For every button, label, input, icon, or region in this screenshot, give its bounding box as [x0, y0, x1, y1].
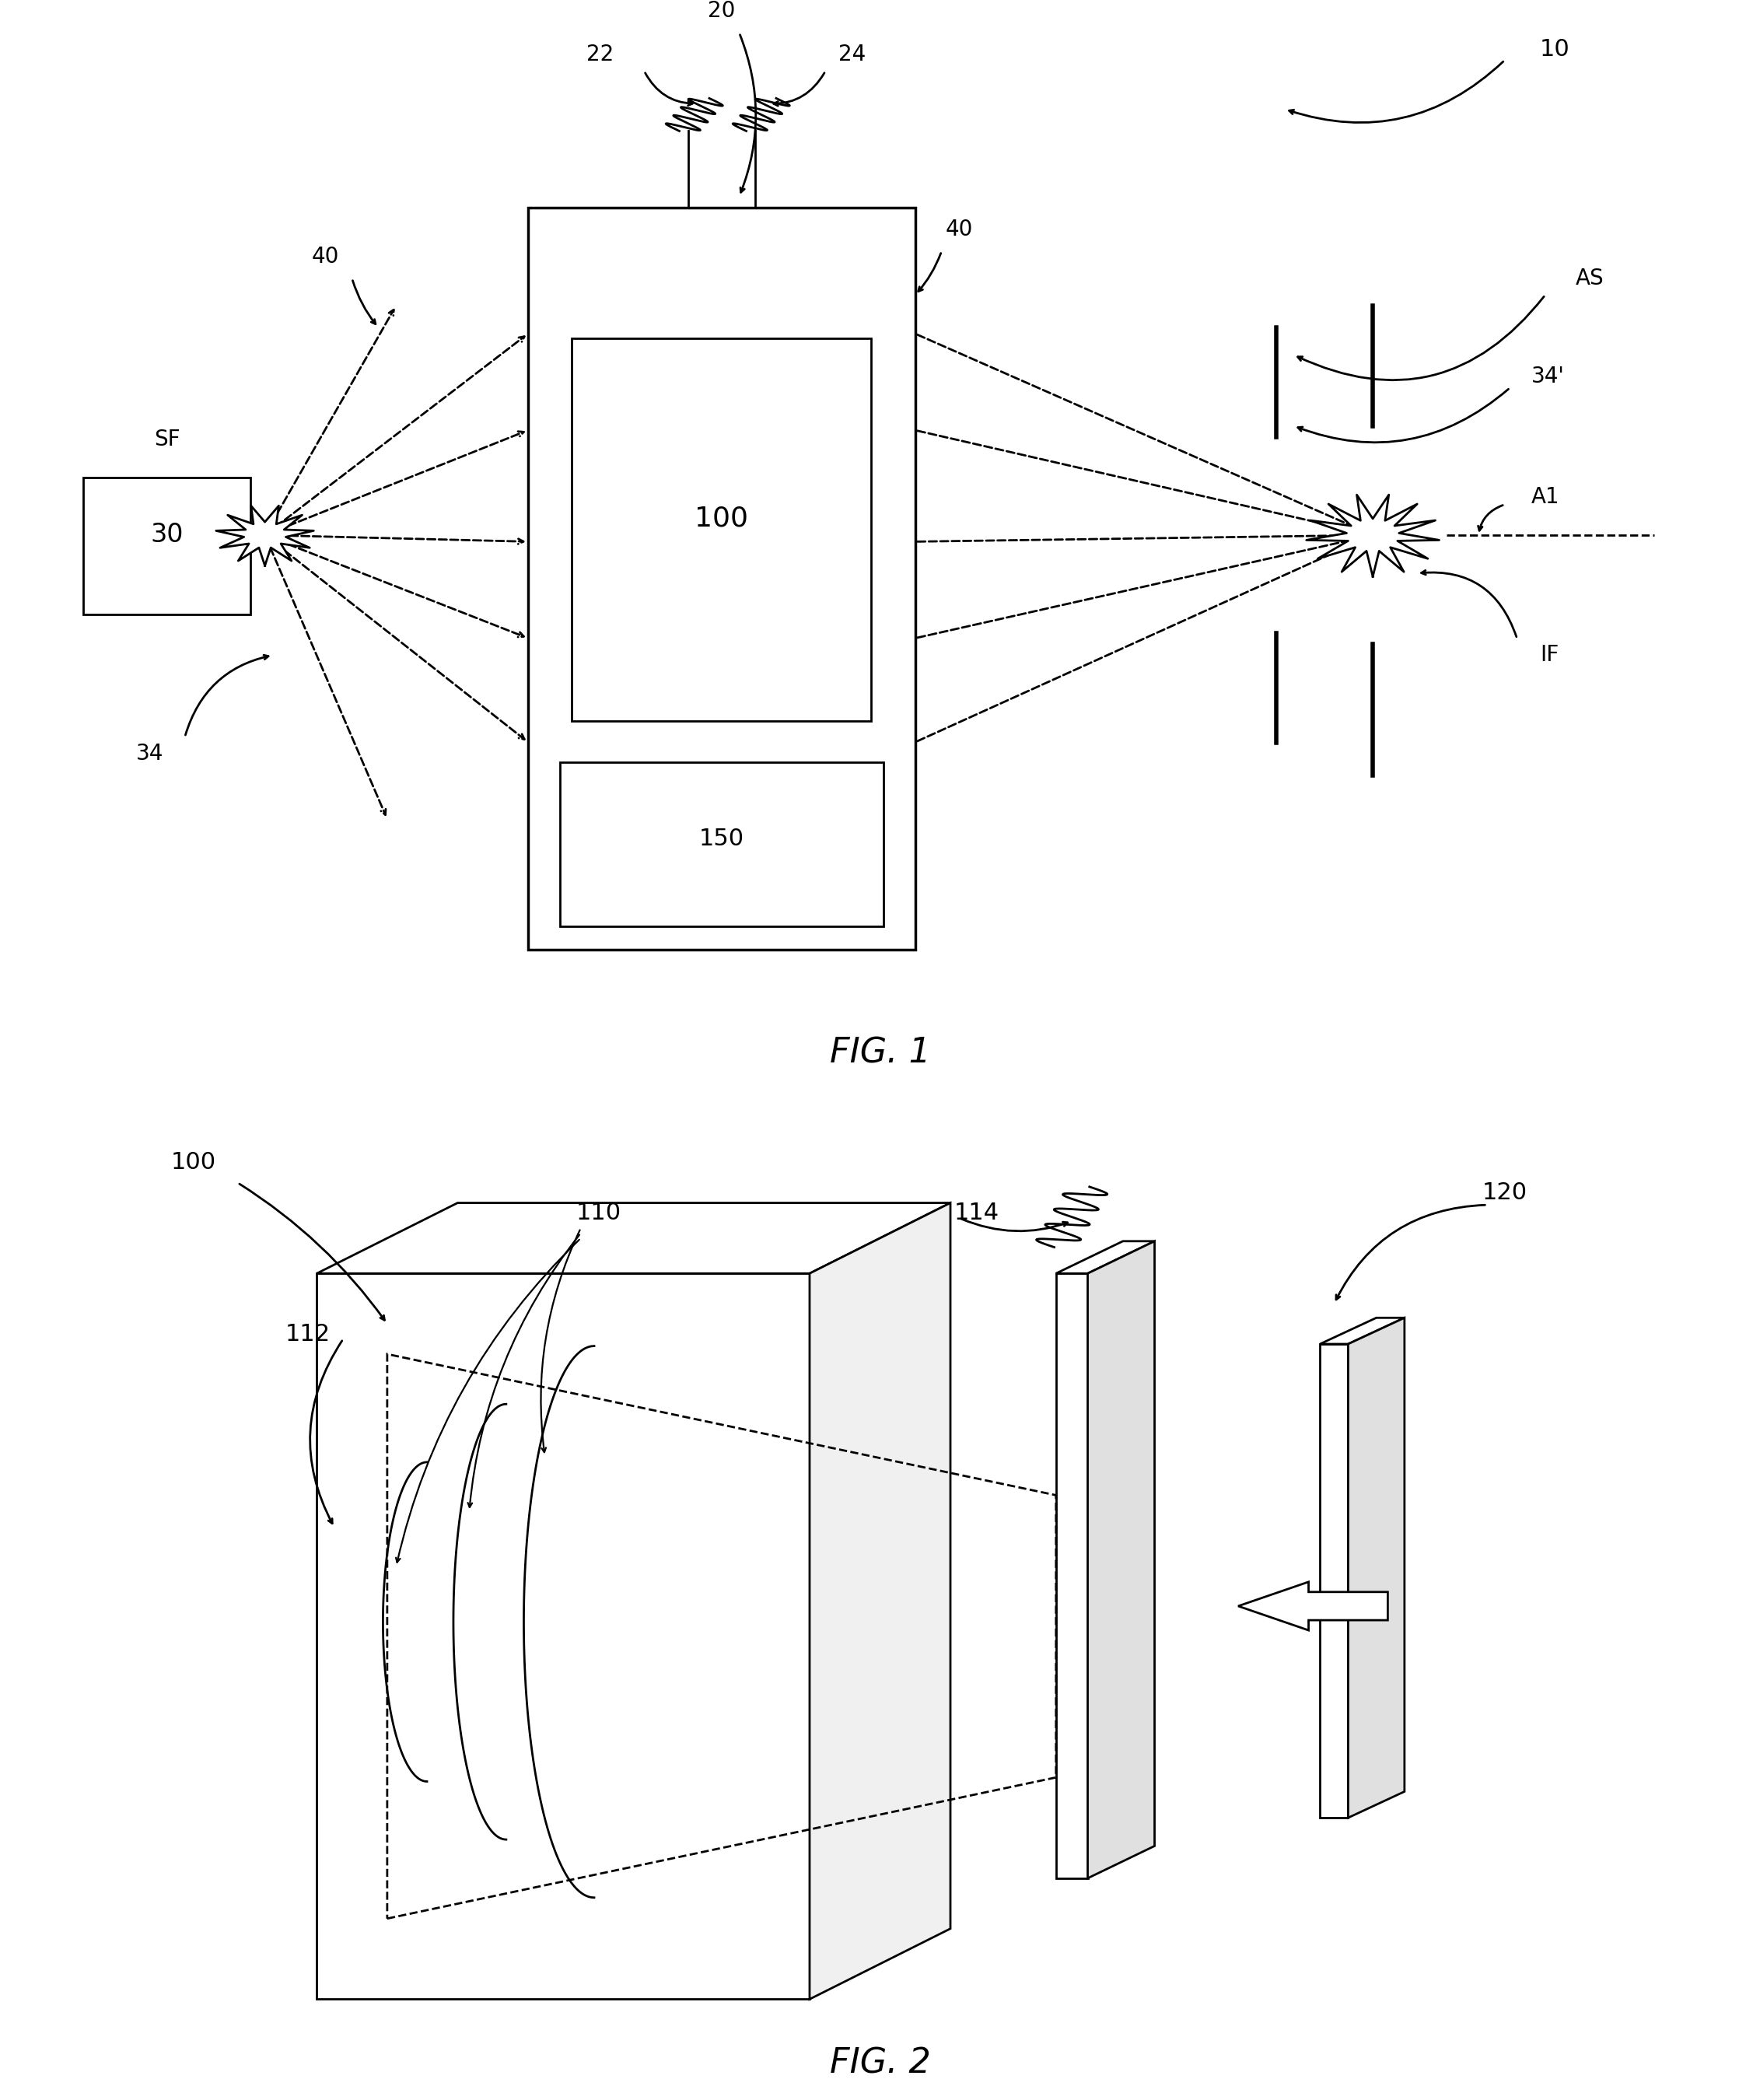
- Text: 120: 120: [1482, 1182, 1528, 1203]
- Text: FIG. 1: FIG. 1: [829, 1037, 931, 1071]
- Text: 112: 112: [285, 1323, 331, 1346]
- Bar: [572, 338, 871, 720]
- Polygon shape: [216, 506, 313, 565]
- Polygon shape: [810, 1203, 950, 1999]
- Polygon shape: [1348, 1319, 1404, 1819]
- Polygon shape: [317, 1273, 810, 1999]
- Text: 114: 114: [954, 1201, 1000, 1224]
- Text: AS: AS: [1575, 267, 1603, 290]
- Polygon shape: [1056, 1273, 1088, 1877]
- Text: IF: IF: [1540, 645, 1559, 666]
- Bar: [560, 762, 884, 926]
- Polygon shape: [1306, 496, 1440, 578]
- Text: 150: 150: [699, 827, 744, 850]
- Text: SF: SF: [155, 428, 180, 452]
- Text: 30: 30: [151, 523, 183, 548]
- Text: 34: 34: [136, 743, 164, 764]
- Text: A1: A1: [1531, 485, 1559, 508]
- Text: 100: 100: [171, 1151, 216, 1174]
- Polygon shape: [317, 1203, 950, 1273]
- FancyArrow shape: [1239, 1581, 1389, 1630]
- Text: FIG. 2: FIG. 2: [829, 2045, 931, 2079]
- Polygon shape: [1320, 1319, 1404, 1344]
- Text: 22: 22: [586, 44, 614, 65]
- Text: 20: 20: [708, 0, 736, 21]
- Text: 34': 34': [1531, 365, 1565, 388]
- Bar: [84, 479, 252, 613]
- Polygon shape: [1320, 1344, 1348, 1819]
- Text: 40: 40: [945, 218, 973, 239]
- Bar: [528, 208, 915, 949]
- Text: 110: 110: [576, 1201, 621, 1224]
- Text: 100: 100: [695, 506, 748, 531]
- Polygon shape: [1088, 1241, 1155, 1877]
- Polygon shape: [1056, 1241, 1155, 1273]
- Text: 10: 10: [1540, 38, 1570, 61]
- Text: 24: 24: [838, 44, 866, 65]
- Text: 40: 40: [312, 246, 340, 267]
